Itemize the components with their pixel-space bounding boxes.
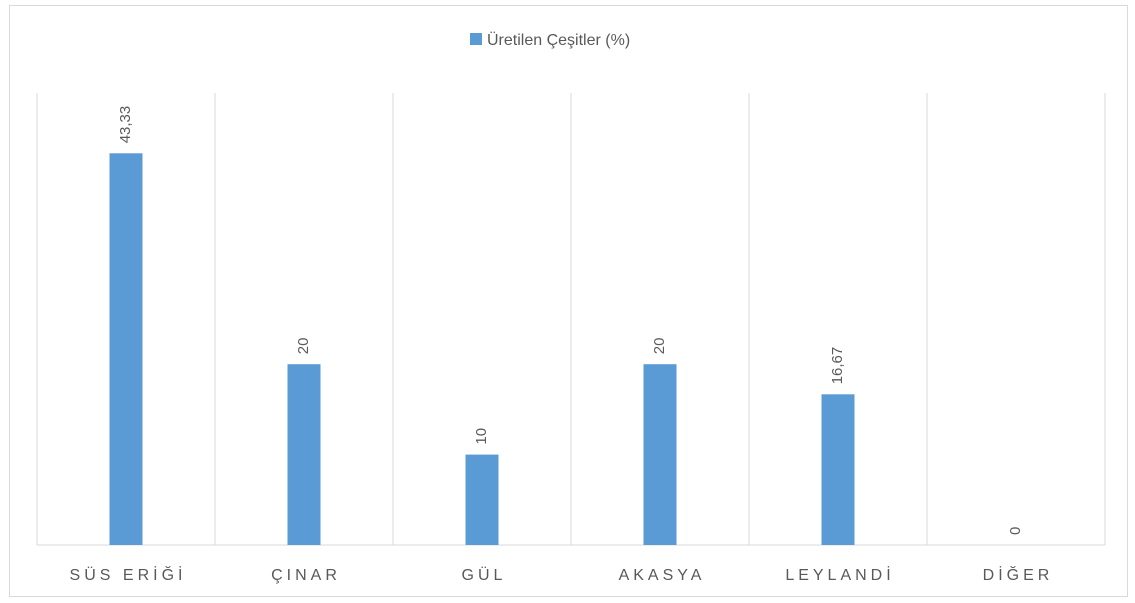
value-label: 20 [651, 338, 668, 355]
x-tick-label: GÜL [462, 566, 507, 584]
value-label: 20 [295, 338, 312, 355]
x-tick-label: AKASYA [619, 567, 706, 584]
value-label: 16,67 [829, 347, 846, 385]
x-tick-label: SÜS ERİĞİ [70, 565, 187, 584]
bar [821, 394, 855, 545]
bar [109, 153, 143, 545]
bar [465, 454, 499, 545]
value-label: 0 [1007, 527, 1024, 535]
bar [643, 364, 677, 545]
legend-swatch [470, 33, 482, 45]
chart-frame [9, 5, 1128, 597]
value-label: 43,33 [117, 106, 134, 144]
x-tick-label: ÇINAR [271, 567, 341, 584]
bar [287, 364, 321, 545]
legend-label: Üretilen Çeşitler (%) [487, 31, 630, 49]
x-tick-label: DİĞER [983, 565, 1054, 584]
x-tick-label: LEYLANDİ [785, 565, 894, 584]
value-label: 10 [473, 428, 490, 445]
